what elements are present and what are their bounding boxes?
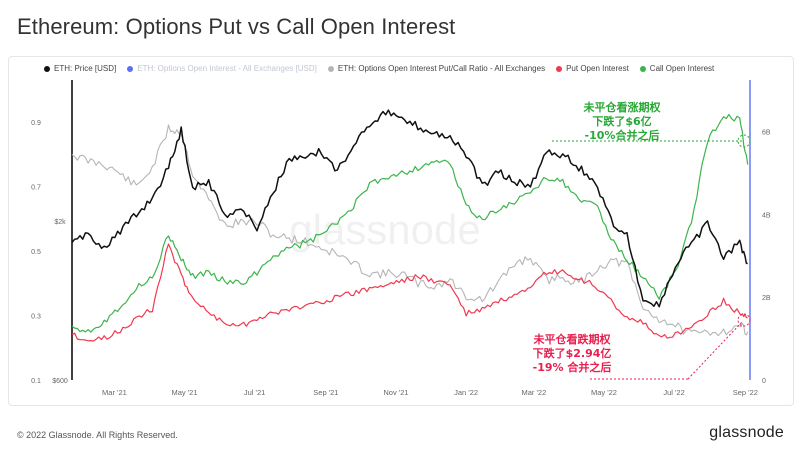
legend-item-price[interactable]: ETH: Price [USD] bbox=[44, 64, 116, 73]
x-tick-label: Jul '22 bbox=[663, 388, 684, 397]
call-annotation-line-2: 下跌了$6亿 bbox=[592, 115, 652, 128]
call-annotation: 未平仓看涨期权 下跌了$6亿 -10%合并之后 bbox=[556, 101, 688, 143]
eth-price-line bbox=[71, 109, 748, 308]
x-tick-label: May '22 bbox=[591, 388, 617, 397]
y-left-tick-label: 0.5 bbox=[31, 249, 41, 256]
put-annotation-line-3: -19% 合并之后 bbox=[532, 361, 612, 374]
call-oi-line bbox=[71, 113, 749, 333]
y-left-tick-label: 0.1 bbox=[31, 378, 41, 385]
call-annotation-line-3: -10%合并之后 bbox=[584, 129, 660, 142]
legend-call-label: Call Open Interest bbox=[649, 64, 715, 73]
x-tick-label: Sep '21 bbox=[313, 388, 338, 397]
legend-price-label: ETH: Price [USD] bbox=[54, 64, 117, 73]
put-annotation-line-1: 未平仓看跌期权 bbox=[533, 333, 611, 346]
y-right-tick-label: 0 bbox=[762, 378, 766, 385]
y-right-tick-label: 6B bbox=[762, 129, 771, 136]
legend-ratio-label: ETH: Options Open Interest Put/Call Rati… bbox=[337, 64, 546, 73]
x-tick-label: Jan '22 bbox=[454, 388, 478, 397]
legend-price-dot bbox=[44, 65, 50, 72]
y-price-tick-label: $600 bbox=[52, 378, 68, 385]
call-annotation-marker bbox=[737, 134, 751, 148]
x-tick-label: Sep '22 bbox=[733, 388, 758, 397]
put-annotation-line-2: 下跌了$2.94亿 bbox=[532, 347, 612, 360]
y-left-tick-label: 0.7 bbox=[31, 185, 41, 192]
legend-ratio-dot bbox=[327, 65, 334, 72]
legend-total-oi-dot bbox=[127, 65, 134, 72]
legend-item-put[interactable]: Put Open Interest bbox=[556, 64, 629, 73]
legend-put-dot bbox=[556, 65, 563, 72]
chart-legend: ETH: Price [USD] ETH: Options Open Inter… bbox=[44, 64, 714, 73]
x-tick-label: Mar '21 bbox=[102, 388, 127, 397]
watermark: glassnode bbox=[289, 206, 480, 253]
x-tick-label: Mar '22 bbox=[521, 388, 546, 397]
legend-item-call[interactable]: Call Open Interest bbox=[639, 64, 715, 73]
x-tick-label: Nov '21 bbox=[383, 388, 408, 397]
chart-title: Ethereum: Options Put vs Call Open Inter… bbox=[17, 14, 456, 39]
put-annotation-leader-diagonal bbox=[687, 321, 743, 380]
put-annotation: 未平仓看跌期权 下跌了$2.94亿 -19% 合并之后 bbox=[512, 333, 632, 375]
y-left-tick-label: 0.3 bbox=[31, 314, 41, 321]
legend-total-oi-label: ETH: Options Open Interest - All Exchang… bbox=[137, 64, 317, 73]
glassnode-logo[interactable]: glassnode bbox=[709, 424, 784, 441]
x-tick-label: May '21 bbox=[172, 388, 198, 397]
legend-item-ratio[interactable]: ETH: Options Open Interest Put/Call Rati… bbox=[327, 64, 546, 73]
y-price-tick-label: $2k bbox=[54, 219, 66, 226]
put-annotation-marker bbox=[737, 313, 751, 327]
y-right-tick-label: 4B bbox=[762, 212, 771, 219]
put-oi-line bbox=[71, 243, 748, 342]
y-right-tick-label: 2B bbox=[762, 295, 771, 302]
footer-copyright: © 2022 Glassnode. All Rights Reserved. bbox=[17, 430, 178, 440]
legend-item-total-oi[interactable]: ETH: Options Open Interest - All Exchang… bbox=[127, 64, 317, 73]
x-tick-label: Jul '21 bbox=[244, 388, 265, 397]
chart-frame bbox=[8, 56, 794, 406]
legend-call-dot bbox=[639, 65, 646, 72]
call-annotation-line-1: 未平仓看涨期权 bbox=[583, 101, 661, 114]
y-left-tick-label: 0.9 bbox=[31, 120, 41, 127]
legend-put-label: Put Open Interest bbox=[566, 64, 629, 73]
